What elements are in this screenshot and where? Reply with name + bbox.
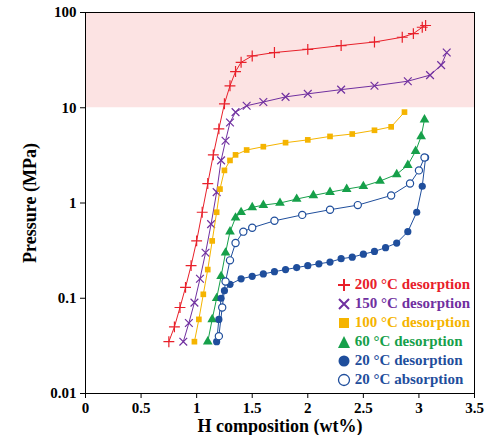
svg-text:H composition (wt%): H composition (wt%) xyxy=(198,416,363,435)
svg-text:2.5: 2.5 xyxy=(354,400,373,416)
svg-text:3.5: 3.5 xyxy=(465,400,484,416)
html-text:200 °C desorption: 200 °C desorption xyxy=(354,276,470,292)
html-text:20 °C desorption: 20 °C desorption xyxy=(354,352,463,368)
svg-text:3: 3 xyxy=(415,400,423,416)
svg-text:1: 1 xyxy=(69,195,77,211)
svg-text:0.01: 0.01 xyxy=(50,385,76,401)
html-text:150 °C desorption: 150 °C desorption xyxy=(354,295,470,311)
svg-text:1.5: 1.5 xyxy=(243,400,262,416)
html-text:100 °C desorption: 100 °C desorption xyxy=(354,314,470,330)
svg-text:1: 1 xyxy=(193,400,201,416)
html-text:60 °C desorption: 60 °C desorption xyxy=(354,333,463,349)
html-text:20 °C absorption: 20 °C absorption xyxy=(354,371,464,387)
svg-text:100: 100 xyxy=(54,4,77,20)
svg-text:Pressure (MPa): Pressure (MPa) xyxy=(20,143,41,263)
svg-text:2: 2 xyxy=(304,400,312,416)
svg-text:0.5: 0.5 xyxy=(132,400,151,416)
svg-text:0: 0 xyxy=(82,400,90,416)
svg-text:10: 10 xyxy=(62,100,77,116)
svg-text:0.1: 0.1 xyxy=(58,290,77,306)
